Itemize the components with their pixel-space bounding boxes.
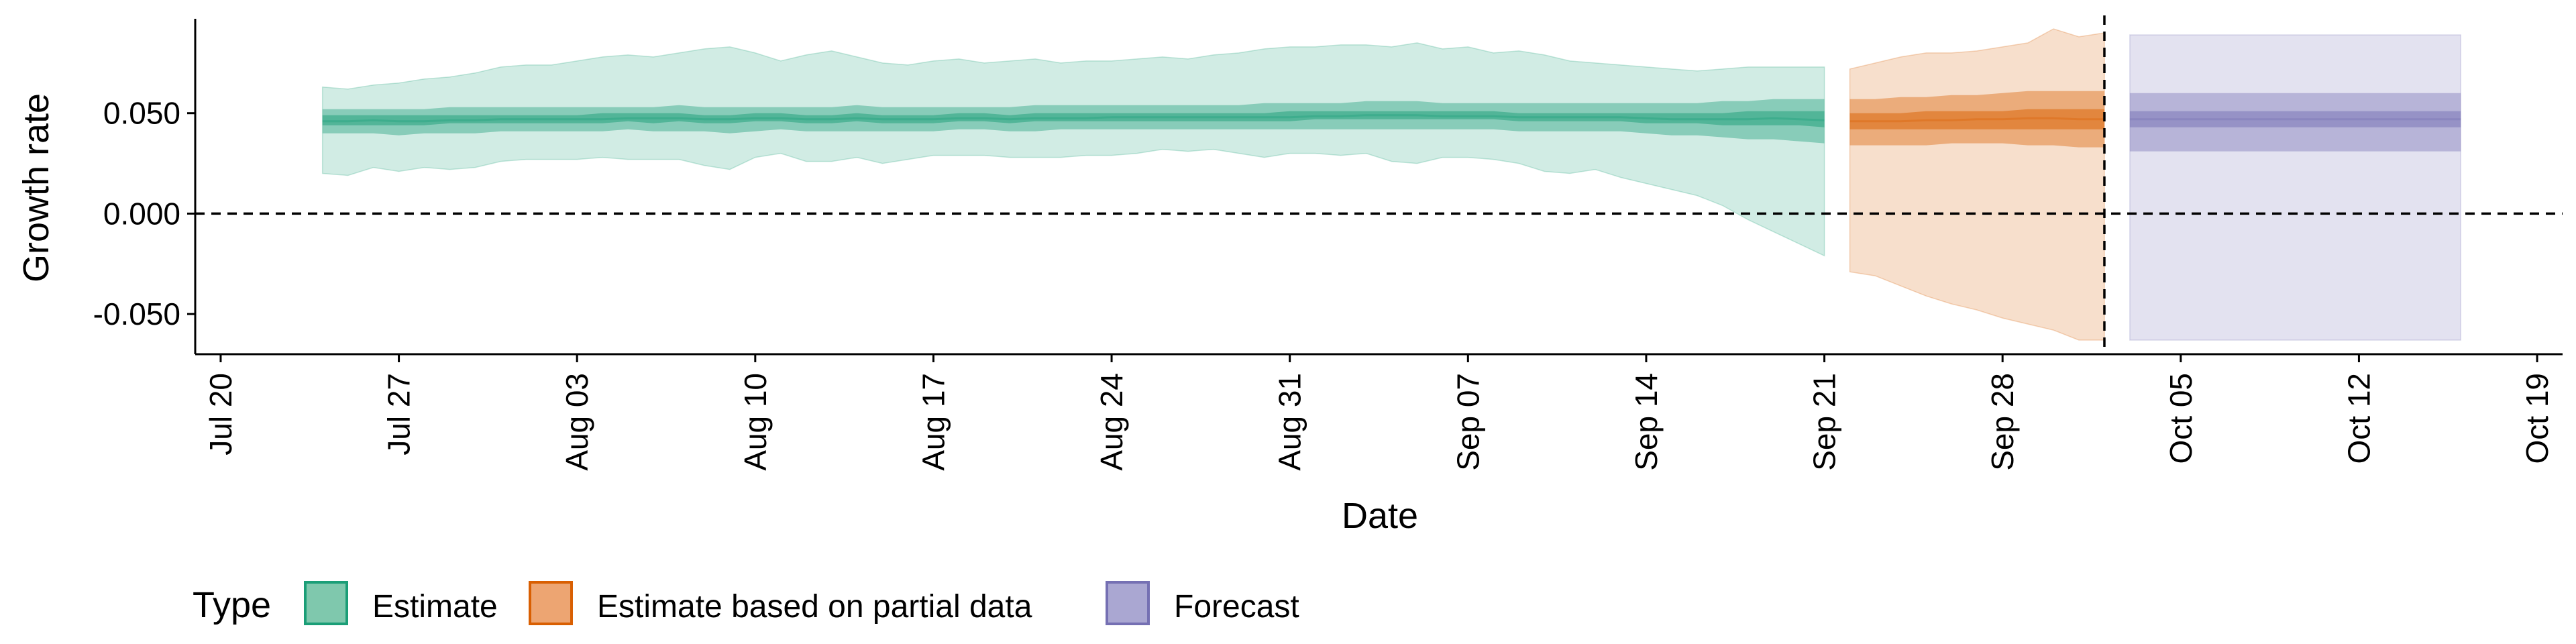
series-estimate-band-90-outline <box>321 42 1825 257</box>
x-tick-label: Sep 14 <box>1629 373 1664 471</box>
series-estimate-based-on-partial-data-band-90 <box>1849 29 2104 340</box>
series-estimate-median-line <box>322 114 1825 123</box>
series-estimate-band-50 <box>322 99 1825 144</box>
y-tick-label: -0.050 <box>93 297 180 331</box>
legend-key <box>1106 581 1150 625</box>
series-estimate-band-20 <box>322 111 1825 127</box>
reference-lines <box>195 15 2563 354</box>
x-tick-label: Aug 17 <box>916 373 951 471</box>
x-tick-label: Aug 10 <box>738 373 773 471</box>
legend-label: Forecast <box>1174 589 1299 625</box>
data-layer <box>321 28 2461 341</box>
x-tick-label: Oct 19 <box>2520 373 2555 464</box>
x-axis-title: Date <box>1342 496 1418 536</box>
x-tick-label: Sep 21 <box>1807 373 1842 471</box>
series-forecast-band-20 <box>2129 111 2461 127</box>
axes <box>194 19 2563 356</box>
x-tick-label: Jul 20 <box>203 373 238 455</box>
x-tick-label: Aug 31 <box>1273 373 1307 471</box>
series-estimate-based-on-partial-data-band-20 <box>1849 109 2104 129</box>
legend-key <box>529 581 573 625</box>
legend: Type Estimate Estimate based on partial d… <box>193 581 1299 625</box>
series-forecast-band-90-outline <box>2129 34 2461 341</box>
x-ticks: Jul 20 Jul 27 Aug 03 Aug 10 Aug 17 Aug 24 Aug … <box>203 354 2555 471</box>
legend-key <box>304 581 348 625</box>
x-tick-label: Sep 28 <box>1985 373 2020 471</box>
series-forecast-band-90 <box>2129 35 2461 340</box>
series-estimate-based-on-partial-data <box>1849 28 2105 341</box>
y-ticks: -0.050 0.000 0.050 <box>93 96 195 331</box>
x-tick-label: Oct 12 <box>2341 373 2376 464</box>
y-tick-label: 0.050 <box>103 96 180 131</box>
legend-label: Estimate based on partial data <box>597 589 1032 625</box>
y-axis-title: Growth rate <box>16 93 56 282</box>
series-estimate <box>321 42 1825 257</box>
legend-title: Type <box>193 585 271 625</box>
x-tick-label: Oct 05 <box>2163 373 2198 464</box>
x-tick-label: Sep 07 <box>1450 373 1485 471</box>
series-forecast <box>2129 34 2461 341</box>
series-estimate-band-90 <box>322 42 1825 256</box>
y-tick-label: 0.000 <box>103 196 180 231</box>
x-tick-label: Aug 24 <box>1094 373 1129 471</box>
x-tick-label: Aug 03 <box>559 373 594 471</box>
series-estimate-based-on-partial-data-median-line <box>1849 117 2104 123</box>
legend-label: Estimate <box>372 589 498 625</box>
x-tick-label: Jul 27 <box>382 373 417 455</box>
